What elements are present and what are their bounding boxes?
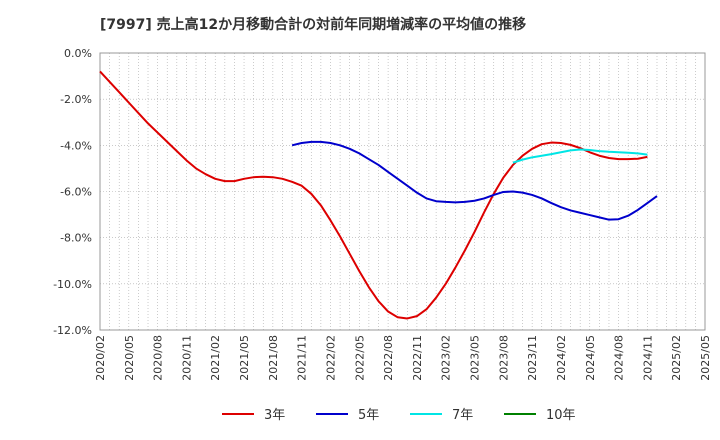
x-tick-label: 2022/11 bbox=[411, 335, 424, 381]
legend-label: 3年 bbox=[264, 408, 285, 423]
x-tick-label: 2020/02 bbox=[94, 335, 107, 381]
x-tick-label: 2021/05 bbox=[238, 335, 251, 381]
x-tick-label: 2024/11 bbox=[641, 335, 654, 381]
x-tick-label: 2025/02 bbox=[670, 335, 683, 381]
x-tick-label: 2020/08 bbox=[152, 335, 165, 381]
y-tick-label: 0.0% bbox=[64, 47, 92, 60]
y-tick-label: -8.0% bbox=[60, 232, 92, 245]
x-tick-label: 2021/08 bbox=[267, 335, 280, 381]
x-tick-label: 2023/05 bbox=[469, 335, 482, 381]
y-axis-tick-labels: 0.0% -2.0% -4.0% -6.0% -8.0% -10.0% -12.0% bbox=[53, 47, 92, 337]
y-tick-label: -2.0% bbox=[60, 93, 92, 106]
y-tick-label: -12.0% bbox=[53, 324, 92, 337]
x-tick-label: 2022/02 bbox=[324, 335, 337, 381]
legend-label: 5年 bbox=[358, 408, 379, 423]
x-tick-label: 2024/05 bbox=[584, 335, 597, 381]
x-tick-label: 2021/11 bbox=[296, 335, 309, 381]
chart-title: [7997] 売上高12か月移動合計の対前年同期増減率の平均値の推移 bbox=[100, 17, 527, 33]
y-tick-label: -4.0% bbox=[60, 139, 92, 152]
x-tick-label: 2023/08 bbox=[497, 335, 510, 381]
x-tick-label: 2025/05 bbox=[699, 335, 712, 381]
y-tick-label: -6.0% bbox=[60, 186, 92, 199]
plot-area-frame bbox=[99, 52, 706, 331]
legend-label: 7年 bbox=[452, 408, 473, 423]
legend-label: 10年 bbox=[546, 408, 576, 423]
series-line-0 bbox=[99, 70, 648, 320]
x-tick-label: 2023/02 bbox=[440, 335, 453, 381]
series-line-1 bbox=[291, 140, 658, 221]
x-tick-label: 2022/05 bbox=[353, 335, 366, 381]
x-tick-label: 2021/02 bbox=[209, 335, 222, 381]
x-tick-label: 2024/08 bbox=[613, 335, 626, 381]
y-tick-label: -10.0% bbox=[53, 278, 92, 291]
legend: 3年 5年 7年 10年 bbox=[222, 408, 576, 423]
x-tick-label: 2023/11 bbox=[526, 335, 539, 381]
series-lines bbox=[99, 70, 658, 320]
x-tick-label: 2020/05 bbox=[123, 335, 136, 381]
grid-lines bbox=[99, 52, 706, 331]
x-tick-label: 2024/02 bbox=[555, 335, 568, 381]
x-tick-label: 2022/08 bbox=[382, 335, 395, 381]
x-axis-tick-labels: 2020/02 2020/05 2020/08 2020/11 2021/02 2021/… bbox=[94, 335, 712, 381]
series-line-2 bbox=[512, 148, 648, 164]
x-tick-label: 2020/11 bbox=[180, 335, 193, 381]
